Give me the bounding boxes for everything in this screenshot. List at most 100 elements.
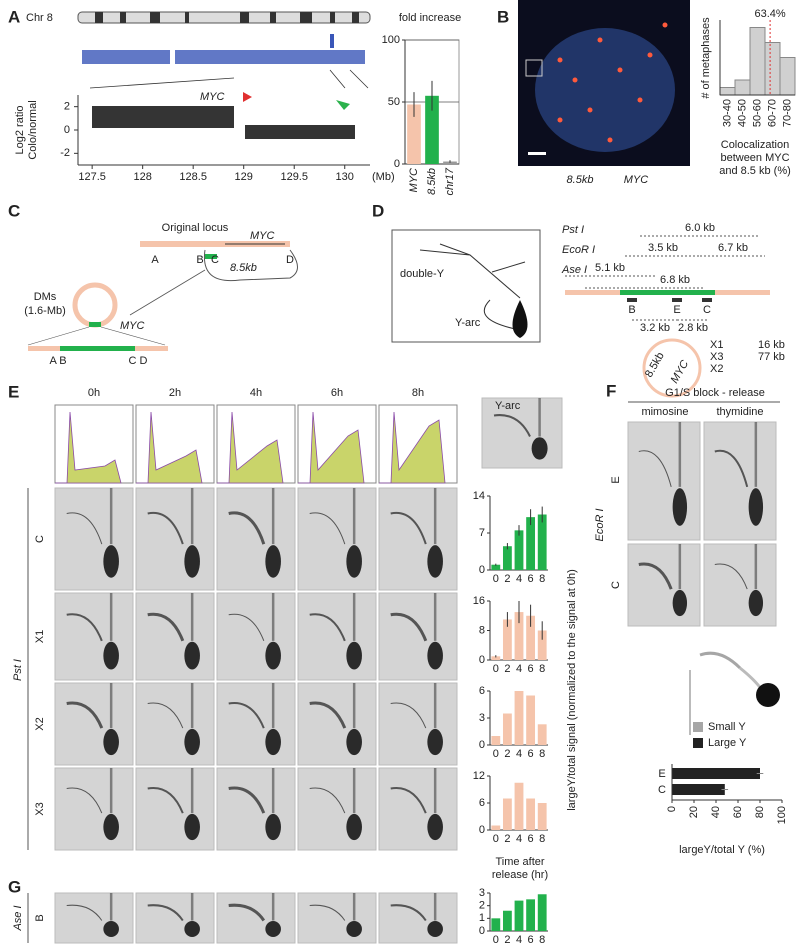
x-tick-label: 2 [504, 663, 510, 675]
time-label: 8h [412, 387, 424, 399]
gel-image [703, 543, 777, 627]
x-tick-label: 2 [504, 748, 510, 760]
arc-signal [147, 786, 184, 814]
x-tick-label: 129 [235, 171, 253, 183]
x-tick-label: 30-40 [721, 99, 733, 127]
spot [427, 728, 443, 756]
gel-image [54, 487, 134, 591]
spacing-label: 3.2 kb [640, 322, 670, 334]
bar [502, 619, 512, 660]
band [352, 12, 359, 23]
y-tick-label: 0 [479, 564, 485, 576]
row-label: E [610, 476, 622, 483]
x-tick-label: 6 [528, 934, 534, 945]
probe-label: E [673, 304, 680, 316]
bar [526, 615, 536, 660]
bar [537, 630, 547, 660]
bar [514, 612, 524, 660]
y-tick-label: 16 [473, 595, 485, 607]
gel-image [297, 487, 377, 591]
arc-signal [147, 702, 184, 729]
line [129, 269, 206, 316]
x-tick-label: 8.5kb [426, 168, 438, 195]
flow-histogram [55, 411, 122, 484]
gene-label: MYC [120, 320, 145, 332]
bar [672, 784, 725, 795]
histogram-bar [749, 27, 766, 96]
x-tick-label: 2 [504, 573, 510, 585]
row-label: C [610, 581, 622, 589]
time-label: 6h [331, 387, 343, 399]
probe-label: X2 [710, 363, 723, 375]
histogram-bar [734, 79, 751, 96]
arc-signal [309, 512, 346, 545]
gel-image [378, 592, 458, 681]
x-tick-label: 4 [516, 833, 522, 845]
x-tick-label: 8 [539, 934, 545, 945]
gel-image [135, 767, 215, 851]
spot [103, 921, 119, 937]
nucleus [535, 28, 675, 152]
probe [672, 298, 682, 302]
diagram-label: double-Y [400, 268, 445, 280]
y-large [739, 666, 764, 691]
x-tick-label: 0 [493, 573, 499, 585]
y-tick-label: 3 [479, 712, 485, 724]
fragment [205, 254, 217, 259]
row-label: X1 [34, 630, 46, 643]
band [330, 12, 335, 23]
line [27, 326, 90, 346]
scale-bar [528, 152, 546, 155]
flow-histogram [298, 411, 365, 484]
spacing-label: 2.8 kb [678, 322, 708, 334]
dm-circle [642, 338, 702, 398]
legend-label: Small Y [708, 721, 746, 733]
arc-signal [390, 612, 428, 642]
fish-signal [587, 107, 593, 113]
spot [346, 921, 362, 937]
y-tick-label: 0 [394, 158, 400, 170]
locus-bar [140, 241, 290, 247]
enzyme-label: EcoR I [562, 244, 595, 256]
bar [502, 546, 512, 570]
peak-marker [336, 100, 350, 110]
y-tick-label: 12 [473, 770, 485, 782]
arc-signal [228, 701, 265, 729]
site-label: B [196, 254, 203, 266]
y-label: # of metaphases [700, 17, 712, 99]
spot [103, 813, 119, 841]
fish-signal [597, 37, 603, 43]
x-tick-label: 0 [666, 806, 678, 812]
y-tick-label: 0 [64, 124, 70, 136]
panel-letter: D [372, 201, 384, 220]
gel-image [54, 592, 134, 681]
x-tick-label: 50-60 [751, 99, 763, 127]
x-tick-label: 6 [528, 663, 534, 675]
probe-label: 8.5kb [567, 174, 594, 186]
spot [265, 813, 281, 841]
arc-signal [66, 512, 103, 545]
spot [672, 589, 688, 617]
spot [748, 589, 764, 617]
spot [427, 813, 443, 841]
arc-signal [714, 449, 749, 488]
cnv-overview [82, 50, 170, 64]
gel-image [378, 487, 458, 591]
bar [537, 894, 547, 931]
bar [407, 104, 421, 164]
x-tick-label: 2 [504, 934, 510, 945]
arc-signal [228, 511, 266, 545]
fish-signal [557, 57, 563, 63]
site-label: C [211, 254, 219, 266]
x-tick-label: 4 [516, 748, 522, 760]
normal-segment [245, 125, 355, 139]
x-label: largeY/total Y (%) [679, 844, 765, 856]
chart-title: fold increase [399, 12, 461, 24]
fish-signal [572, 77, 578, 83]
dm-circle [72, 282, 118, 328]
arc-signal [147, 511, 184, 545]
spot [184, 728, 200, 756]
site-label: A B [49, 355, 66, 367]
dm-label: (1.6-Mb) [24, 305, 66, 317]
